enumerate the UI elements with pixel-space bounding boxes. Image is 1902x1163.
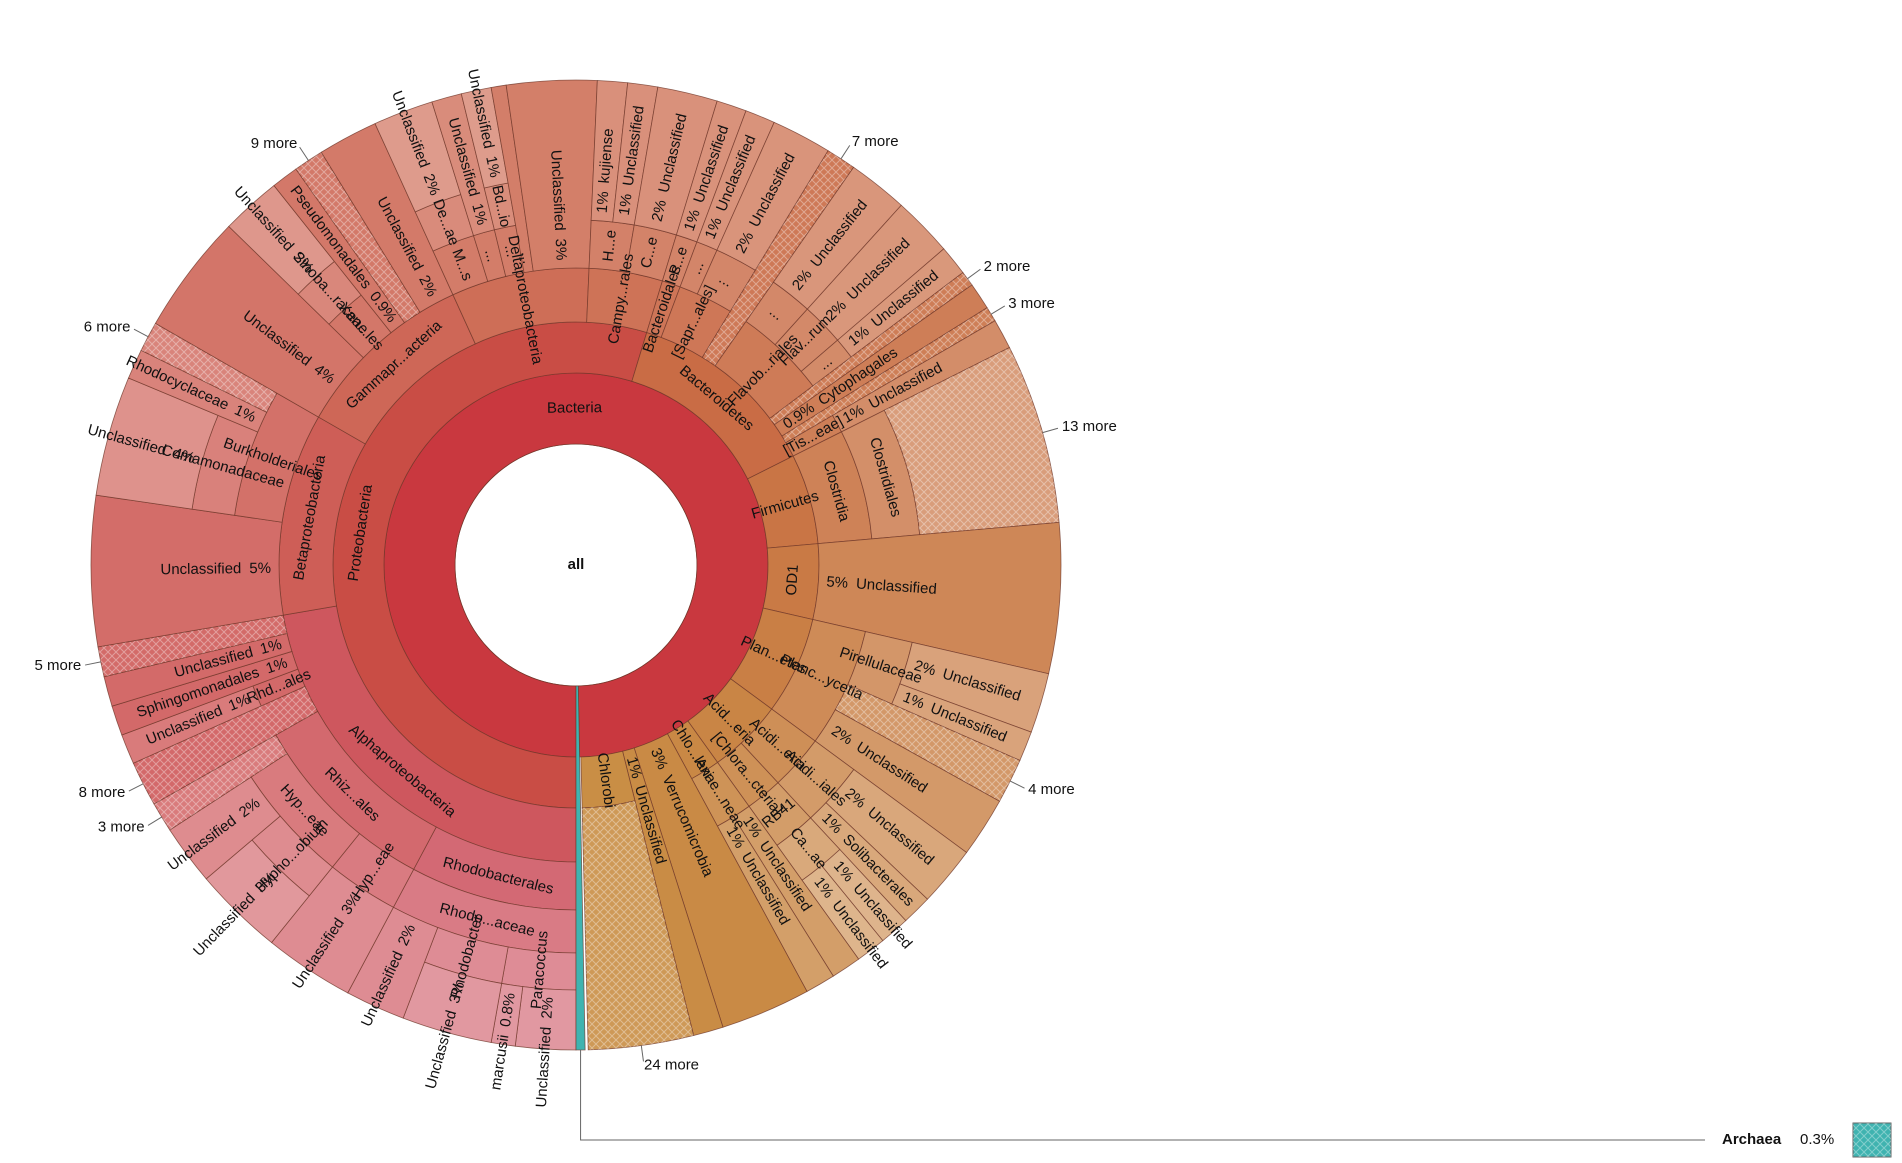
node-label: H...e	[600, 229, 620, 262]
leader-line	[640, 1045, 644, 1062]
more-label: 5 more	[34, 657, 81, 674]
node-label: ...	[501, 243, 520, 259]
wedge-hatch	[295, 152, 421, 323]
leaf-value-label: 1%	[482, 154, 503, 179]
leaf-name: kujiense	[596, 128, 617, 184]
leader-line	[1009, 780, 1025, 789]
leaf-value-label: 1%	[681, 207, 704, 233]
more-label: 7 more	[852, 133, 899, 150]
wedge-hatch	[769, 272, 972, 425]
leader-line	[1042, 427, 1059, 434]
leaf-value-label: 2%	[912, 657, 938, 679]
wedge-hatch	[582, 800, 694, 1050]
leader-line	[128, 783, 144, 792]
leader-line	[133, 328, 149, 338]
external-value-label: 0.3%	[1800, 1131, 1834, 1148]
wedge-hatch	[97, 615, 287, 677]
leaf-value-label: 1%	[468, 201, 490, 226]
node-label: C...e	[638, 235, 662, 270]
leaf-value-label: 1%	[258, 636, 283, 658]
leaf-value-label: 5%	[826, 573, 849, 591]
leaf-value-label: 1%	[594, 191, 613, 214]
wedge-hatch	[141, 323, 277, 413]
leaf-label: Unclassified 2%	[533, 997, 557, 1108]
wedge-hatch	[884, 347, 1060, 535]
leaf-name: Unclassified	[547, 150, 568, 232]
leader-line	[840, 145, 851, 160]
wedges	[90, 79, 1062, 1051]
leaf-value-label: 4%	[171, 445, 196, 467]
leaf-value-label: 3%	[446, 980, 468, 1005]
leaf-label: 5% Unclassified	[826, 573, 937, 598]
more-label: 9 more	[251, 135, 298, 152]
leaf-value-label: 0.8%	[497, 992, 519, 1028]
center-label: all	[568, 556, 585, 573]
wedge	[575, 685, 586, 1051]
leaf-value-label: 2%	[420, 172, 444, 198]
leader-line	[967, 268, 981, 280]
leaf-label: Unclassified 5%	[160, 560, 271, 578]
leader-line	[147, 816, 162, 826]
more-label: 4 more	[1028, 781, 1075, 798]
external-label: Archaea	[1722, 1131, 1782, 1148]
leaf-name: Unclassified	[855, 575, 937, 598]
node-label: Bacteria	[547, 399, 603, 417]
leaf-value-label: 1%	[623, 755, 645, 781]
leaf-value-label: 2%	[538, 997, 556, 1020]
leaf-value-label: 1%	[900, 689, 926, 713]
leaf-value-label: 1%	[616, 193, 636, 217]
node-label: OD1	[783, 564, 802, 596]
leaf-label: 1% kujiense	[594, 128, 617, 214]
more-label: 3 more	[1008, 295, 1055, 312]
more-label: 3 more	[98, 818, 145, 835]
leader-line	[990, 305, 1006, 315]
leaf-label: ...	[517, 250, 536, 265]
legend-swatch-hatch	[1853, 1123, 1891, 1157]
node-label: ...	[481, 247, 501, 264]
leaf-name: Unclassified	[160, 560, 241, 578]
wedge-hatch	[153, 734, 288, 831]
more-label: 24 more	[644, 1056, 699, 1073]
leaf-value-label: 1%	[264, 654, 290, 677]
more-label: 2 more	[984, 258, 1031, 275]
leader-line	[299, 146, 309, 161]
wedge-hatch	[835, 684, 1020, 802]
more-label: 8 more	[79, 784, 126, 801]
leaf-value-label: 2%	[649, 198, 671, 223]
leaf-value-label: 5%	[249, 560, 271, 577]
wedge-hatch	[133, 686, 318, 804]
leaf-value-label: 3%	[552, 238, 570, 261]
wedge-hatch	[781, 307, 996, 443]
node-label: Paracoccus	[528, 930, 552, 1010]
leaf-name: Unclassified	[533, 1026, 555, 1108]
node-label: ...	[687, 259, 707, 277]
leaf-value-label: 1%	[226, 691, 253, 715]
leader-line	[84, 661, 101, 666]
wedge-hatch	[702, 150, 854, 366]
leaf-name: Unclassified	[190, 890, 259, 960]
leaf-value-label: 1%	[702, 215, 726, 242]
leader-line	[580, 1049, 1705, 1141]
more-label: 6 more	[84, 318, 131, 335]
leaf-label: Unclassified 3%	[547, 150, 570, 261]
more-label: 13 more	[1062, 418, 1117, 435]
leaf-name: ...	[517, 250, 536, 265]
